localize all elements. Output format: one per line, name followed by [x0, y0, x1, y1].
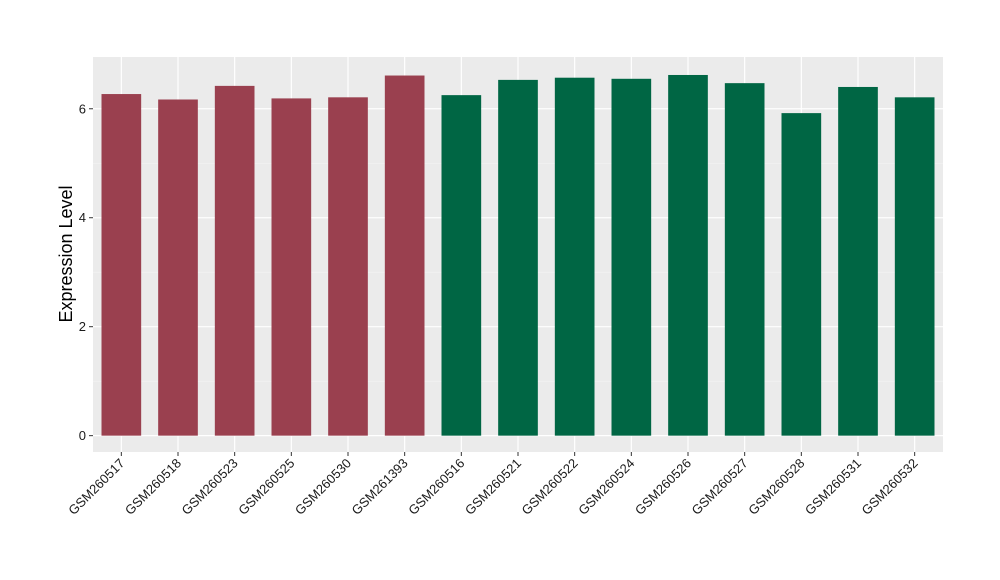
y-tick-label: 6	[79, 101, 86, 116]
x-tick-label: GSM260531	[802, 456, 864, 518]
bars	[101, 74, 935, 436]
bar-GSM260525	[271, 98, 312, 436]
bar-GSM260521	[498, 79, 538, 436]
x-axis: GSM260517GSM260518GSM260523GSM260525GSM2…	[65, 452, 921, 518]
x-tick-label: GSM260525	[235, 456, 297, 518]
bar-GSM260522	[554, 77, 595, 436]
bar-GSM260531	[838, 86, 878, 436]
y-axis: 0 2 4 6	[79, 101, 93, 443]
y-tick-label: 2	[79, 319, 86, 334]
x-tick-label: GSM260526	[632, 456, 694, 518]
x-tick-label: GSM260517	[65, 456, 127, 518]
bar-GSM260518	[158, 99, 198, 436]
x-tick-label: GSM260522	[519, 456, 581, 518]
bar-GSM260526	[668, 74, 708, 436]
x-tick-label: GSM260518	[122, 456, 184, 518]
bar-GSM261393	[384, 75, 425, 436]
x-tick-label: GSM261393	[349, 456, 411, 518]
bar-GSM260530	[328, 97, 368, 436]
bar-GSM260524	[611, 78, 652, 436]
bar-GSM260528	[781, 113, 822, 436]
x-tick-label: GSM260530	[292, 456, 354, 518]
bar-GSM260527	[724, 83, 765, 436]
x-tick-label: GSM260523	[179, 456, 241, 518]
x-tick-label: GSM260524	[575, 456, 637, 518]
x-tick-label: GSM260521	[462, 456, 524, 518]
x-tick-label: GSM260528	[745, 456, 807, 518]
x-tick-label: GSM260532	[859, 456, 921, 518]
y-axis-title: Expression Level	[56, 185, 76, 322]
bar-GSM260532	[894, 97, 935, 436]
x-tick-label: GSM260516	[405, 456, 467, 518]
bar-GSM260516	[441, 95, 482, 436]
bar-GSM260523	[214, 85, 255, 436]
x-tick-label: GSM260527	[689, 456, 751, 518]
y-tick-label: 4	[79, 210, 86, 225]
bar-GSM260517	[101, 94, 142, 436]
y-tick-label: 0	[79, 428, 86, 443]
